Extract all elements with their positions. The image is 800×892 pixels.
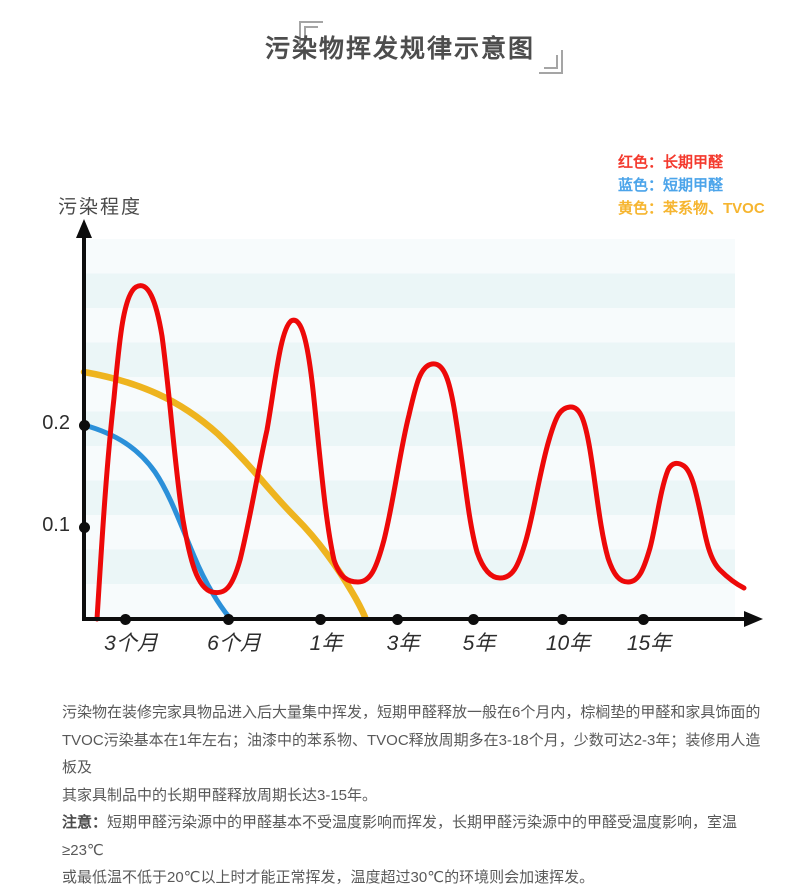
x-tick-label: 3年: [386, 632, 420, 655]
note-label: 注意：: [62, 814, 108, 831]
note-paragraph-1: 污染物在装修完家具物品进入后大量集中挥发，短期甲醛释放一般在6个月内，棕榈垫的甲…: [62, 699, 762, 809]
x-tick-label: 6个月: [207, 632, 261, 655]
note-paragraph-2-text: 短期甲醛污染源中的甲醛基本不受温度影响而挥发，长期甲醛污染源中的甲醛受温度影响，…: [62, 814, 738, 886]
x-tick-dot: [222, 613, 234, 625]
note-block: 污染物在装修完家具物品进入后大量集中挥发，短期甲醛释放一般在6个月内，棕榈垫的甲…: [62, 699, 762, 892]
legend-short-term-formaldehyde: 蓝色：短期甲醛: [618, 177, 724, 194]
x-tick-dot: [556, 613, 568, 625]
page-title: 污染物挥发规律示意图: [264, 35, 535, 63]
legend-long-term-formaldehyde: 红色：长期甲醛: [618, 154, 724, 171]
x-tick-dot: [119, 613, 131, 625]
x-tick-dot: [467, 613, 479, 625]
x-tick-label: 10年: [545, 632, 591, 655]
y-tick-dot: [78, 419, 90, 431]
note-paragraph-2: 注意：短期甲醛污染源中的甲醛基本不受温度影响而挥发，长期甲醛污染源中的甲醛受温度…: [62, 809, 762, 892]
x-tick-label: 3个月: [104, 632, 158, 655]
y-tick-dot: [78, 521, 90, 533]
chart-background-stripes: [84, 239, 735, 619]
x-tick-dot: [391, 613, 403, 625]
y-tick-label: 0.2: [42, 412, 70, 434]
legend: 红色：长期甲醛 蓝色：短期甲醛黄色：苯系物、TVOC: [618, 151, 765, 220]
x-axis-arrow-icon: [744, 611, 763, 627]
note-paragraph-1-text: 污染物在装修完家具物品进入后大量集中挥发，短期甲醛释放一般在6个月内，棕榈垫的甲…: [62, 704, 761, 804]
title-bracket-bottom-right-icon: [539, 50, 563, 74]
legend-benzene-tvoc: 黄色：苯系物、TVOC: [618, 200, 765, 217]
x-tick-dot: [637, 613, 649, 625]
x-tick-dot: [314, 613, 326, 625]
pollutant-volatilization-infographic: 污染物挥发规律示意图 红色：长期甲醛 蓝色：短期甲醛黄色：苯系物、TVOC 污染程…: [42, 21, 765, 886]
y-axis-title: 污染程度: [58, 197, 143, 218]
y-axis-arrow-icon: [76, 219, 92, 238]
x-tick-label: 5年: [462, 632, 496, 655]
y-tick-label: 0.1: [42, 514, 70, 536]
title-bracket-top-left-icon: [299, 21, 323, 45]
x-tick-label: 1年: [309, 632, 343, 655]
x-tick-label: 15年: [626, 632, 672, 655]
